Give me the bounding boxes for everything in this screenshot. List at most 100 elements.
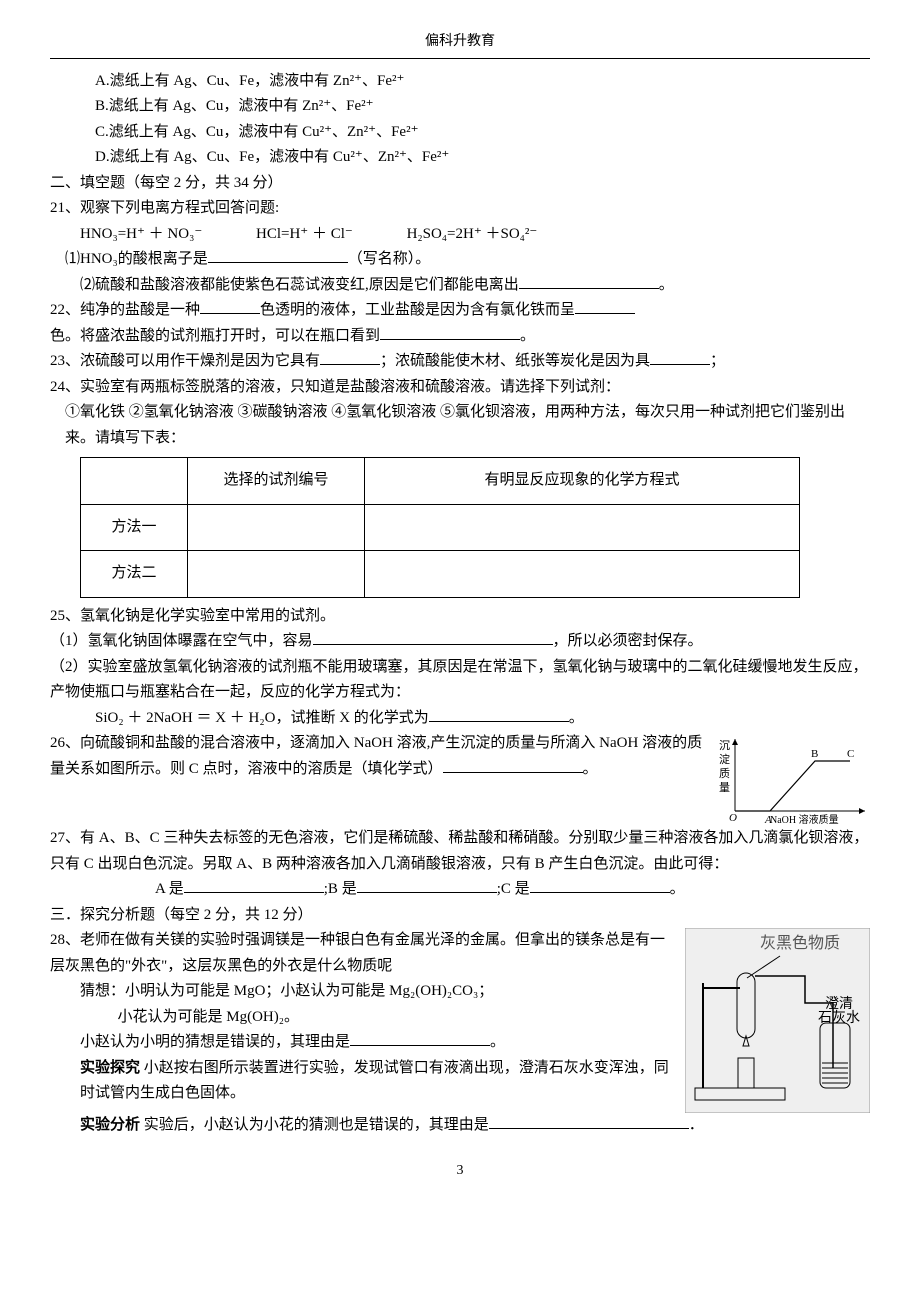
q25-p2b-line: SiO₂ ＋ 2NaOH ＝ X ＋ H₂O，试推断 X 的化学式为 。 — [50, 706, 870, 732]
ana-b: ． — [689, 1117, 704, 1133]
q27-stem: 27、有 A、B、C 三种失去标签的无色溶液，它们是稀硫酸、稀盐酸和稀硝酸。分别… — [50, 826, 870, 877]
q27-answers: A 是 ;B 是 ;C 是 。 — [50, 877, 870, 903]
blank[interactable] — [650, 349, 710, 365]
q25-p2: （2）实验室盛放氢氧化钠溶液的试剂瓶不能用玻璃塞，其原因是在常温下，氢氧化钠与玻… — [50, 655, 870, 706]
blank[interactable] — [350, 1030, 490, 1046]
option-c: C.滤纸上有 Ag、Cu，滤液中有 Cu²⁺、Zn²⁺、Fe²⁺ — [50, 120, 870, 146]
q21-p2b: 。 — [659, 277, 674, 293]
q23-a: 23、浓硫酸可以用作干燥剂是因为它具有 — [50, 353, 320, 369]
blank[interactable] — [184, 877, 324, 893]
yl4: 量 — [719, 781, 730, 794]
th-reagent: 选择的试剂编号 — [188, 458, 365, 505]
q24-table: 选择的试剂编号 有明显反应现象的化学方程式 方法一 方法二 — [80, 457, 800, 598]
q25-p1b: ，所以必须密封保存。 — [553, 633, 703, 649]
row1-label: 方法一 — [81, 504, 188, 551]
fig-label-r1: 澄清 — [825, 996, 853, 1012]
exp-label: 实验探究 — [80, 1060, 140, 1076]
blank[interactable] — [208, 247, 348, 263]
ana-a: 实验后，小赵认为小花的猜测也是错误的，其理由是 — [140, 1117, 489, 1133]
q21-p2: ⑵硫酸和盐酸溶液都能使紫色石蕊试液变红,原因是它们都能电离出 。 — [50, 273, 870, 299]
q25-p1: （1）氢氧化钠固体曝露在空气中，容易 ，所以必须密封保存。 — [50, 629, 870, 655]
option-a: A.滤纸上有 Ag、Cu、Fe，滤液中有 Zn²⁺、Fe²⁺ — [50, 69, 870, 95]
fig-label-r2: 石灰水 — [818, 1010, 860, 1026]
origin-label: O — [729, 812, 737, 824]
pointB: B — [811, 748, 818, 760]
q28-apparatus-figure: 灰黑色物质 澄清 石灰水 — [685, 928, 870, 1113]
q27-lb: ;B 是 — [324, 881, 357, 897]
cell-blank[interactable] — [365, 551, 800, 598]
q22-d: 。 — [520, 328, 535, 344]
q21-p1a: ⑴HNO₃的酸根离子是 — [65, 251, 208, 267]
blank[interactable] — [320, 349, 380, 365]
th-empty — [81, 458, 188, 505]
blank[interactable] — [429, 706, 569, 722]
yl3: 质 — [719, 767, 730, 780]
q21-eq2: HCl=H⁺ ＋ Cl⁻ — [256, 226, 353, 242]
table-row: 方法二 — [81, 551, 800, 598]
pointC: C — [847, 748, 854, 760]
table-row: 选择的试剂编号 有明显反应现象的化学方程式 — [81, 458, 800, 505]
q26-chart: O A B C NaOH 溶液质量 沉 淀 质 量 — [715, 731, 870, 826]
q21-equations: HNO₃=H⁺ ＋ NO₃⁻ HCl=H⁺ ＋ Cl⁻ H₂SO₄=2H⁺ ＋S… — [50, 222, 870, 248]
blank[interactable] — [313, 629, 553, 645]
header-rule — [50, 58, 870, 59]
ana-label: 实验分析 — [80, 1117, 140, 1133]
section-2-title: 二、填空题（每空 2 分，共 34 分） — [50, 171, 870, 197]
q25-stem: 25、氢氧化钠是化学实验室中常用的试剂。 — [50, 604, 870, 630]
blank[interactable] — [200, 298, 260, 314]
page-number: 3 — [50, 1159, 870, 1183]
q24-stem: 24、实验室有两瓶标签脱落的溶液，只知道是盐酸溶液和硫酸溶液。请选择下列试剂： — [50, 375, 870, 401]
zhao-b: 。 — [490, 1034, 505, 1050]
section-3-title: 三．探究分析题（每空 2 分，共 12 分） — [50, 903, 870, 929]
th-equation: 有明显反应现象的化学方程式 — [365, 458, 800, 505]
q21-eq1: HNO₃=H⁺ ＋ NO₃⁻ — [80, 226, 202, 242]
q26-b: 。 — [583, 761, 598, 777]
page-header: 偏科升教育 — [50, 30, 870, 54]
q26-wrap: O A B C NaOH 溶液质量 沉 淀 质 量 26、向硫酸铜和盐酸的混合溶… — [50, 731, 870, 826]
q24-reagents: ①氧化铁 ②氢氧化钠溶液 ③碳酸钠溶液 ④氢氧化钡溶液 ⑤氯化钡溶液，用两种方法… — [50, 400, 870, 451]
q21-stem: 21、观察下列电离方程式回答问题: — [50, 196, 870, 222]
blank[interactable] — [519, 273, 659, 289]
blank[interactable] — [530, 877, 670, 893]
cell-blank[interactable] — [188, 551, 365, 598]
guess-label: 猜想： — [80, 983, 125, 999]
q22: 22、纯净的盐酸是一种色透明的液体，工业盐酸是因为含有氯化铁而呈 色。将盛浓盐酸… — [50, 298, 870, 349]
table-row: 方法一 — [81, 504, 800, 551]
fig-label-top: 灰黑色物质 — [760, 934, 840, 952]
yl2: 淀 — [719, 752, 730, 766]
row2-label: 方法二 — [81, 551, 188, 598]
q28-ana: 实验分析 实验后，小赵认为小花的猜测也是错误的，其理由是 ． — [50, 1113, 870, 1139]
q28-wrap: 灰黑色物质 澄清 石灰水 28、老师在做有关镁的实验时强调镁是一种银白色有金属光… — [50, 928, 870, 1139]
q25-p2b: SiO₂ ＋ 2NaOH ＝ X ＋ H₂O，试推断 X 的化学式为 — [95, 710, 429, 726]
q21-p1b: （写名称）。 — [348, 251, 431, 267]
blank[interactable] — [357, 877, 497, 893]
q27-lc: ;C 是 — [497, 881, 530, 897]
q25-p1a: （1）氢氧化钠固体曝露在空气中，容易 — [50, 633, 313, 649]
option-d: D.滤纸上有 Ag、Cu、Fe，滤液中有 Cu²⁺、Zn²⁺、Fe²⁺ — [50, 145, 870, 171]
blank[interactable] — [575, 298, 635, 314]
q23-c: ； — [710, 353, 725, 369]
blank[interactable] — [489, 1113, 689, 1129]
q27-end: 。 — [670, 881, 685, 897]
q21-eq3: H₂SO₄=2H⁺ ＋SO₄²⁻ — [407, 226, 538, 242]
q22-a: 22、纯净的盐酸是一种 — [50, 302, 200, 318]
q25-p2a: （2）实验室盛放氢氧化钠溶液的试剂瓶不能用玻璃塞，其原因是在常温下，氢氧化钠与玻… — [50, 655, 870, 706]
xlabel: NaOH 溶液质量 — [770, 813, 839, 826]
guess-text: 小明认为可能是 MgO；小赵认为可能是 Mg₂(OH)₂CO₃； — [125, 983, 493, 999]
q27-la: A 是 — [155, 881, 184, 897]
q23: 23、浓硫酸可以用作干燥剂是因为它具有 ；浓硫酸能使木材、纸张等炭化是因为具 ； — [50, 349, 870, 375]
q26-a: 26、向硫酸铜和盐酸的混合溶液中，逐滴加入 NaOH 溶液,产生沉淀的质量与所滴… — [50, 735, 702, 777]
blank[interactable] — [443, 757, 583, 773]
q25-p2c: 。 — [569, 710, 584, 726]
q21-p2a: ⑵硫酸和盐酸溶液都能使紫色石蕊试液变红,原因是它们都能电离出 — [80, 277, 519, 293]
option-b: B.滤纸上有 Ag、Cu，滤液中有 Zn²⁺、Fe²⁺ — [50, 94, 870, 120]
q22-c: 色。将盛浓盐酸的试剂瓶打开时，可以在瓶口看到 — [50, 328, 380, 344]
cell-blank[interactable] — [365, 504, 800, 551]
q23-b: ；浓硫酸能使木材、纸张等炭化是因为具 — [380, 353, 650, 369]
yl1: 沉 — [719, 739, 730, 752]
exp-text: 小赵按右图所示装置进行实验，发现试管口有液滴出现，澄清石灰水变浑浊，同时试管内生… — [80, 1060, 669, 1102]
blank[interactable] — [380, 324, 520, 340]
q21-p1: ⑴HNO₃的酸根离子是 （写名称）。 — [50, 247, 870, 273]
cell-blank[interactable] — [188, 504, 365, 551]
zhao-a: 小赵认为小明的猜想是错误的，其理由是 — [80, 1034, 350, 1050]
